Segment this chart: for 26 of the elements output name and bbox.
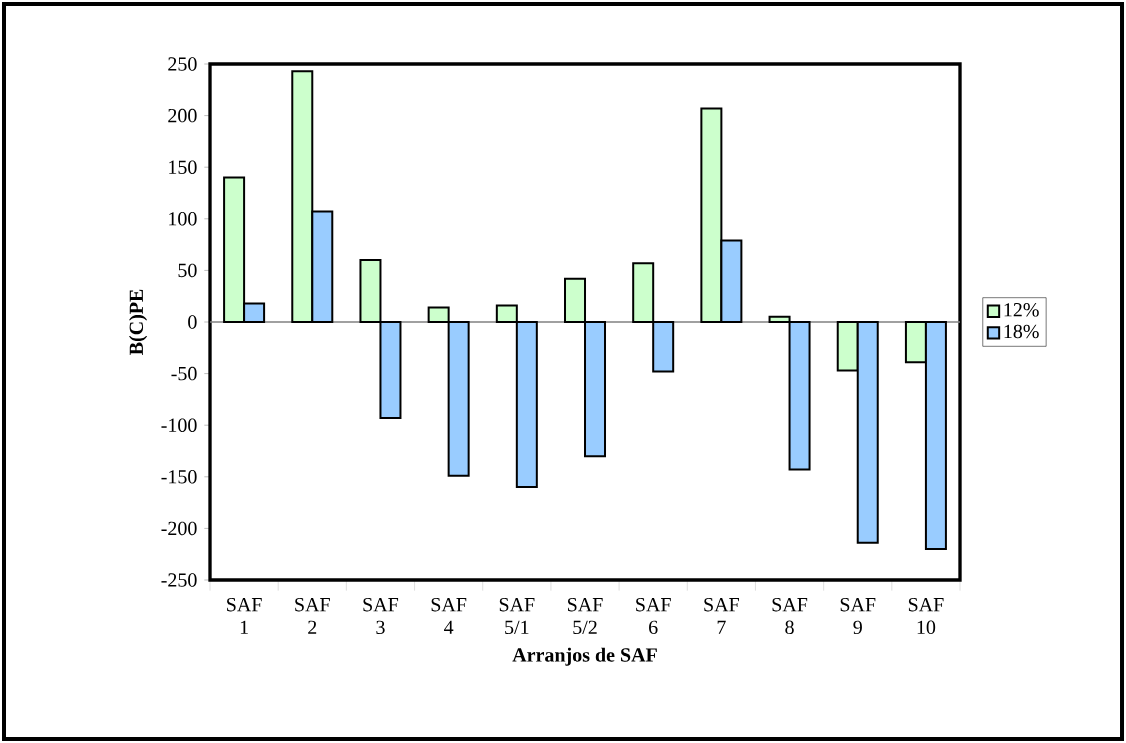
y-tick-label: -100 <box>161 418 197 432</box>
y-tick-label: 250 <box>168 57 197 71</box>
x-tick-label: SAF 5/1 <box>499 597 535 635</box>
y-axis-title: B(C)PE <box>129 289 148 355</box>
y-tick-label: -250 <box>161 573 197 587</box>
legend-label: 12% <box>1004 303 1039 317</box>
x-tick-label: SAF 2 <box>295 597 330 634</box>
x-tick-label: SAF 5/2 <box>568 597 603 635</box>
x-tick-label: SAF 3 <box>363 597 399 635</box>
y-tick-label: -150 <box>161 470 197 484</box>
y-tick-label: 100 <box>169 212 197 226</box>
x-tick-label: SAF 9 <box>840 597 876 635</box>
legend-label: 18% <box>1004 324 1039 339</box>
y-tick-label: -50 <box>171 366 197 381</box>
x-tick-label: SAF 6 <box>636 597 671 635</box>
y-tick-label: 0 <box>188 315 197 329</box>
x-axis-title: Arranjos de SAF <box>512 647 657 666</box>
x-tick-label: SAF 7 <box>704 597 739 634</box>
y-tick-label: 200 <box>168 108 197 123</box>
x-tick-label: SAF 10 <box>908 597 944 635</box>
x-tick-label: SAF 1 <box>227 597 262 634</box>
y-tick-label: -200 <box>161 521 197 536</box>
x-tick-label: SAF 4 <box>431 597 467 634</box>
x-tick-label: SAF 8 <box>772 597 808 635</box>
y-tick-label: 50 <box>178 263 197 278</box>
y-tick-label: 150 <box>169 160 197 174</box>
